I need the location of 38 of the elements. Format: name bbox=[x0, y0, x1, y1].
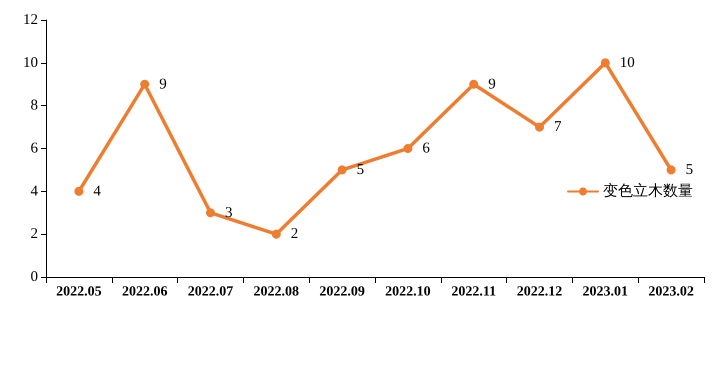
point bbox=[666, 165, 676, 174]
data-label: 10 bbox=[620, 54, 635, 71]
x-tick-label: 2022.08 bbox=[254, 284, 300, 300]
data-label: 4 bbox=[93, 183, 102, 200]
y-tick-label: 0 bbox=[30, 269, 38, 285]
x-tick-label: 2022.10 bbox=[385, 284, 431, 300]
data-label: 6 bbox=[422, 140, 430, 156]
y-tick-label: 12 bbox=[23, 12, 38, 28]
data-label: 3 bbox=[225, 204, 232, 221]
point bbox=[140, 80, 150, 89]
point bbox=[338, 165, 347, 174]
point bbox=[206, 208, 215, 218]
x-tick-label: 2022.11 bbox=[451, 284, 496, 300]
data-label: 7 bbox=[554, 119, 562, 136]
data-label: 2 bbox=[290, 226, 298, 242]
x-tick-label: 2022.05 bbox=[56, 284, 102, 300]
point bbox=[403, 144, 412, 153]
x-tick-label: 2023.01 bbox=[582, 284, 628, 300]
y-tick-label: 2 bbox=[30, 226, 38, 242]
x-tick-label: 2022.06 bbox=[122, 284, 168, 300]
y-tick-label: 6 bbox=[30, 140, 38, 156]
point bbox=[469, 80, 478, 89]
point bbox=[535, 122, 544, 132]
point bbox=[272, 230, 281, 239]
x-tick-label: 2022.07 bbox=[188, 284, 234, 300]
x-tick-label: 2022.12 bbox=[516, 284, 562, 300]
y-tick-label: 10 bbox=[23, 54, 38, 71]
legend-label: 变色立木数量 bbox=[603, 182, 693, 200]
data-label: 5 bbox=[686, 162, 694, 178]
point bbox=[600, 58, 610, 68]
data-label: 9 bbox=[488, 76, 496, 92]
y-tick-label: 8 bbox=[30, 98, 38, 114]
x-tick-label: 2022.09 bbox=[319, 284, 365, 300]
data-label: 5 bbox=[356, 162, 364, 178]
data-label: 9 bbox=[159, 76, 167, 92]
y-tick-label: 4 bbox=[30, 183, 38, 200]
x-tick-label: 2023.02 bbox=[648, 284, 694, 300]
point bbox=[74, 186, 84, 196]
